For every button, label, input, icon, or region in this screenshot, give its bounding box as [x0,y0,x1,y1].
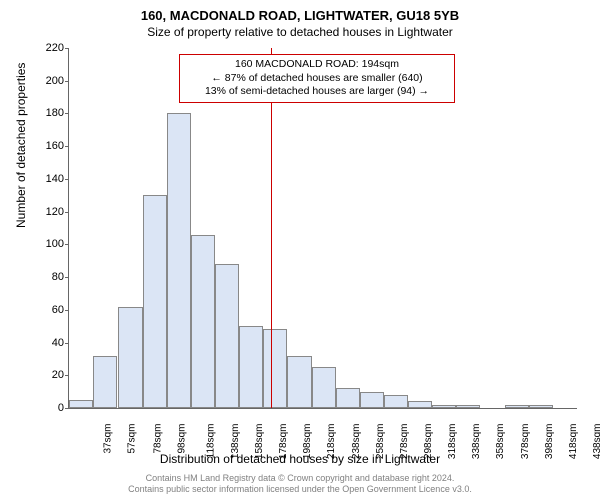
y-tick-label: 180 [34,107,64,119]
footer-line1: Contains HM Land Registry data © Crown c… [0,473,600,485]
histogram-bar [336,388,360,408]
histogram-bar [360,392,384,408]
y-tick-mark [65,310,69,311]
y-tick-mark [65,146,69,147]
x-tick-label: 78sqm [152,424,163,454]
annotation-line3: 13% of semi-detached houses are larger (… [188,85,446,99]
subtitle: Size of property relative to detached ho… [0,23,600,39]
y-tick-label: 0 [34,402,64,414]
y-tick-label: 140 [34,173,64,185]
address-title: 160, MACDONALD ROAD, LIGHTWATER, GU18 5Y… [0,0,600,23]
chart-container: 160, MACDONALD ROAD, LIGHTWATER, GU18 5Y… [0,0,600,500]
histogram-bar [432,405,456,408]
histogram-bar [456,405,480,408]
x-tick-label: 57sqm [127,424,138,454]
x-tick-label: 37sqm [103,424,114,454]
histogram-bar [143,195,167,408]
y-axis-label: Number of detached properties [14,63,28,228]
histogram-bar [408,401,432,408]
y-tick-mark [65,48,69,49]
footer-line2: Contains public sector information licen… [0,484,600,496]
y-tick-label: 20 [34,369,64,381]
histogram-bar [69,400,93,408]
histogram-bar [118,307,142,408]
y-tick-label: 160 [34,140,64,152]
histogram-bar [215,264,239,408]
y-tick-mark [65,343,69,344]
histogram-bar [167,113,191,408]
histogram-bar [93,356,117,408]
y-tick-label: 60 [34,304,64,316]
y-tick-label: 220 [34,42,64,54]
y-tick-mark [65,179,69,180]
histogram-bar [239,326,263,408]
histogram-bar [384,395,408,408]
annotation-box: 160 MACDONALD ROAD: 194sqm ← 87% of deta… [179,54,455,103]
y-tick-label: 120 [34,206,64,218]
x-axis-label: Distribution of detached houses by size … [0,452,600,466]
y-tick-mark [65,375,69,376]
y-tick-mark [65,81,69,82]
y-tick-mark [65,212,69,213]
y-tick-label: 100 [34,238,64,250]
histogram-bar [505,405,529,408]
y-tick-label: 200 [34,75,64,87]
histogram-bar [529,405,553,408]
footer: Contains HM Land Registry data © Crown c… [0,473,600,496]
histogram-bar [263,329,287,408]
y-tick-mark [65,408,69,409]
plot-area: 160 MACDONALD ROAD: 194sqm ← 87% of deta… [68,48,577,409]
histogram-bar [191,235,215,408]
chart-area: 160 MACDONALD ROAD: 194sqm ← 87% of deta… [68,48,576,408]
histogram-bar [312,367,336,408]
y-tick-label: 80 [34,271,64,283]
annotation-line2: ← 87% of detached houses are smaller (64… [188,72,446,86]
histogram-bar [287,356,311,408]
y-tick-mark [65,113,69,114]
y-tick-mark [65,244,69,245]
x-tick-label: 98sqm [176,424,187,454]
annotation-line1: 160 MACDONALD ROAD: 194sqm [188,58,446,72]
y-tick-label: 40 [34,337,64,349]
y-tick-mark [65,277,69,278]
